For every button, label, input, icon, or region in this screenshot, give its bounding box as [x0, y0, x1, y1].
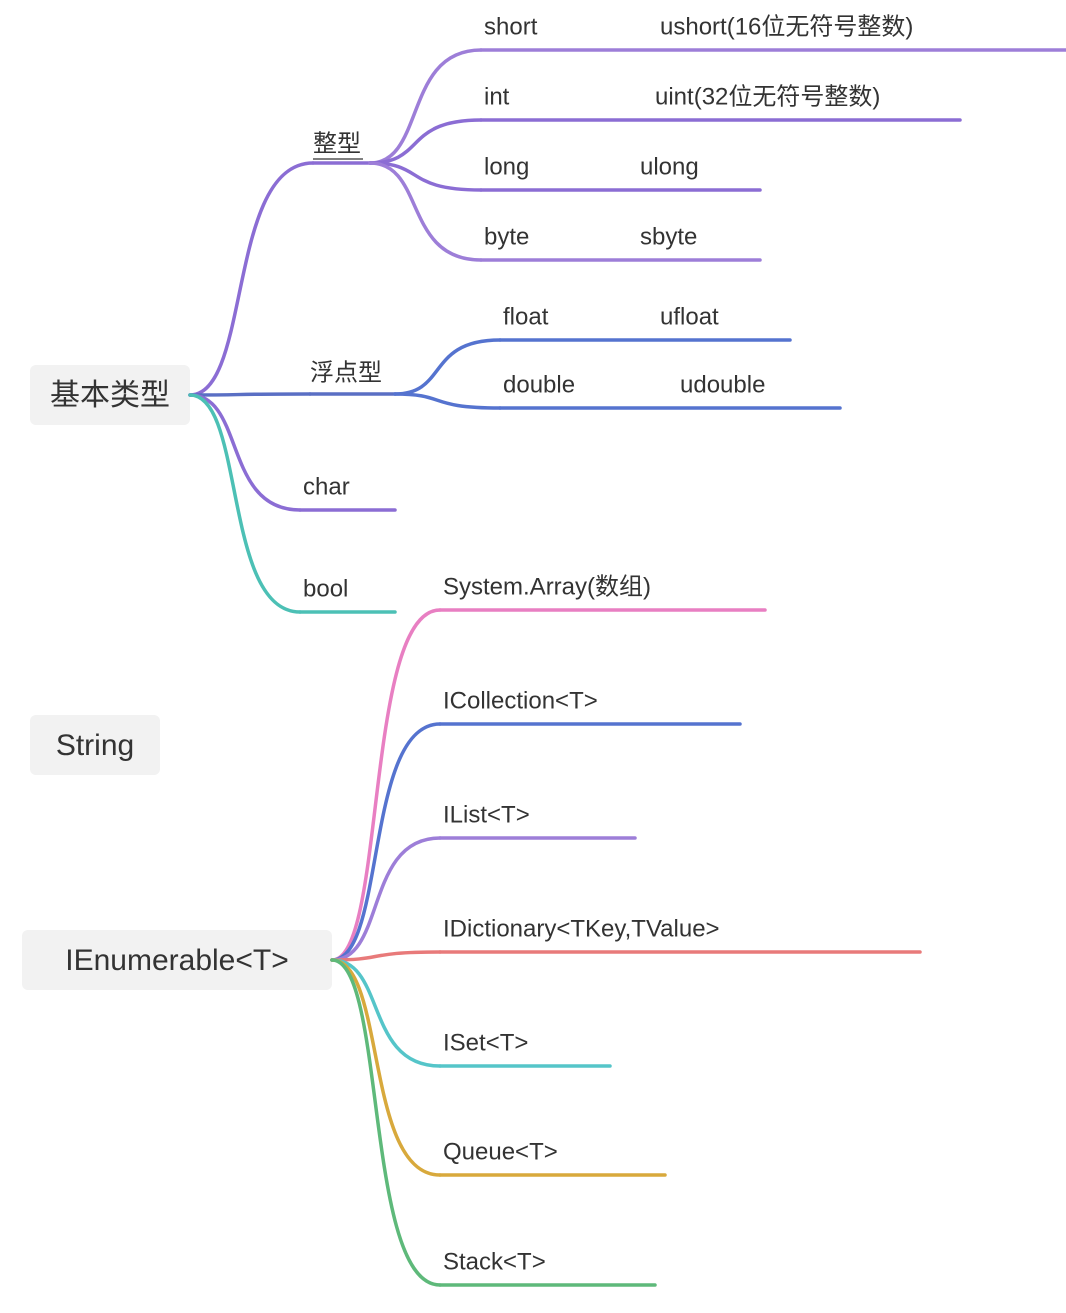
label-float-0-b: ufloat	[660, 303, 719, 330]
label-integer-1-b: uint(32位无符号整数)	[655, 83, 880, 110]
label-char: char	[303, 473, 350, 500]
label-ienum-5: Queue<T>	[443, 1138, 558, 1165]
edge-basic-bool	[190, 395, 300, 612]
label-ienum-3: IDictionary<TKey,TValue>	[443, 915, 720, 942]
label-float: 浮点型	[310, 359, 382, 386]
label-ienum-4: ISet<T>	[443, 1029, 528, 1056]
edge-basic-float	[190, 394, 310, 395]
edge-float-1	[395, 394, 500, 408]
edge-integer-3	[370, 163, 481, 260]
edge-ienum-2	[332, 838, 440, 960]
label-integer-3-b: sbyte	[640, 223, 697, 250]
edge-ienum-0	[332, 610, 440, 960]
edge-integer-0	[370, 50, 481, 163]
edge-ienum-6	[332, 960, 440, 1285]
label-float-1-a: double	[503, 371, 575, 398]
label-integer: 整型	[313, 130, 361, 157]
label-integer-1-a: int	[484, 83, 510, 110]
label-ienum-6: Stack<T>	[443, 1248, 546, 1275]
label-float-0-a: float	[503, 303, 549, 330]
label-ienum-0: System.Array(数组)	[443, 573, 651, 600]
root-basic-label: 基本类型	[50, 379, 170, 412]
edge-basic-char	[190, 395, 300, 510]
edge-float-0	[395, 340, 500, 394]
root-ienum-label: IEnumerable<T>	[65, 944, 288, 977]
label-integer-0-b: ushort(16位无符号整数)	[660, 13, 913, 40]
mindmap-svg: 基本类型 String IEnumerable<T> 整型 short ushort(16…	[0, 0, 1066, 1313]
label-float-1-b: udouble	[680, 371, 765, 398]
label-ienum-1: ICollection<T>	[443, 687, 598, 714]
label-integer-2-a: long	[484, 153, 529, 180]
edge-ienum-5	[332, 960, 440, 1175]
edge-basic-integer	[190, 163, 313, 395]
label-bool: bool	[303, 575, 348, 602]
label-integer-2-b: ulong	[640, 153, 699, 180]
label-integer-3-a: byte	[484, 223, 529, 250]
label-ienum-2: IList<T>	[443, 801, 530, 828]
label-integer-0-a: short	[484, 13, 538, 40]
root-string-label: String	[56, 729, 134, 762]
